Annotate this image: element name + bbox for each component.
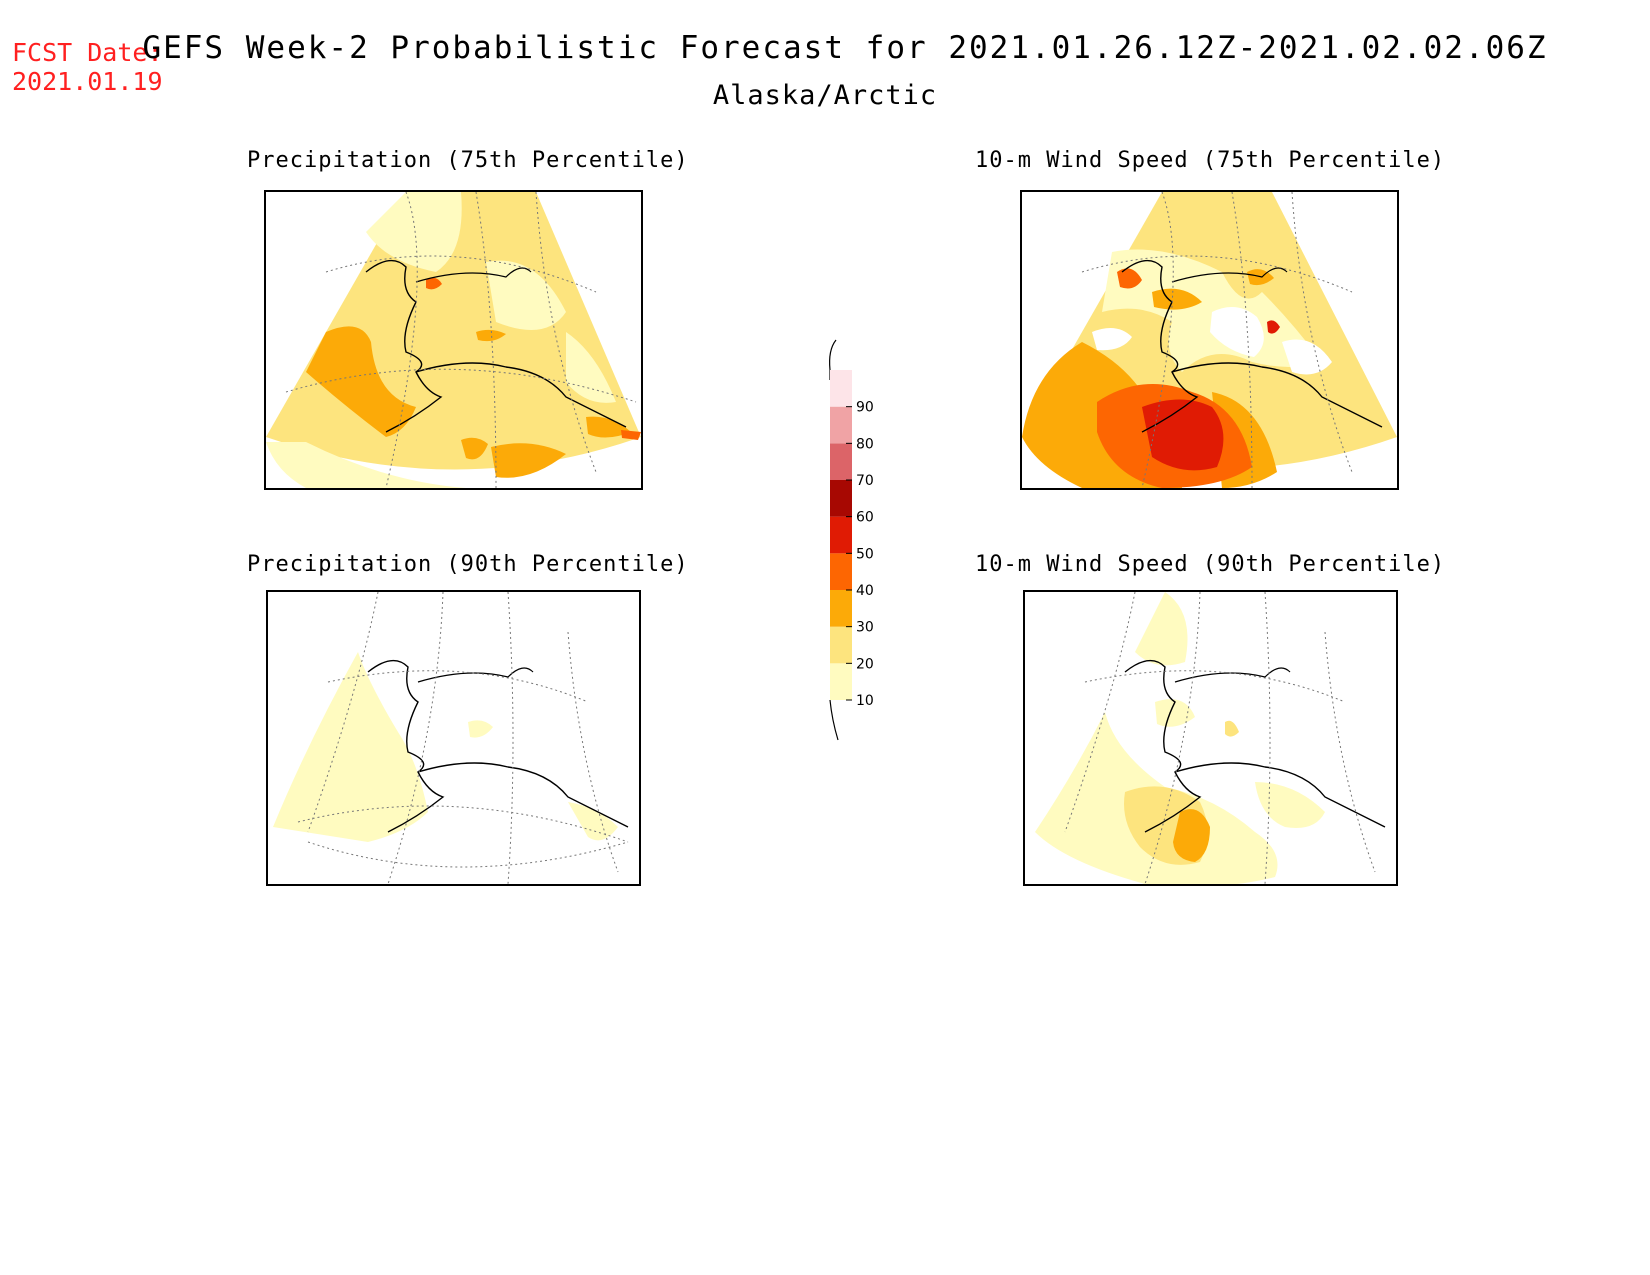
legend-color-box (830, 370, 852, 407)
page-title: GEFS Week-2 Probabilistic Forecast for 2… (0, 30, 1650, 66)
color-legend: 10 20 30 40 50 60 70 80 90 (829, 339, 874, 741)
legend-label: 20 (856, 656, 874, 672)
legend-label: 60 (856, 510, 874, 526)
forecast-date-value: 2021.01.19 (12, 67, 163, 96)
legend-label: 10 (856, 693, 874, 709)
legend-color-box (830, 663, 852, 700)
legend-label: 70 (856, 473, 874, 489)
forecast-date-label: FCST Date: 2021.01.19 (12, 38, 163, 96)
legend-color-box (830, 626, 852, 664)
region-subtitle: Alaska/Arctic (712, 80, 938, 111)
panel-title-wind-75: 10-m Wind Speed (75th Percentile) (975, 148, 1446, 173)
title-text: GEFS Week-2 Probabilistic Forecast for 2… (142, 30, 1548, 66)
legend-label: 80 (856, 436, 874, 452)
legend-label: 50 (856, 546, 874, 562)
legend-label: 90 (856, 400, 874, 416)
map-wind-75 (1020, 190, 1399, 490)
panel-title-precip-75: Precipitation (75th Percentile) (247, 148, 689, 173)
panel-title-wind-90: 10-m Wind Speed (90th Percentile) (975, 552, 1446, 577)
forecast-date-caption: FCST Date: (12, 38, 163, 67)
panel-title-precip-90: Precipitation (90th Percentile) (247, 552, 689, 577)
legend-color-box (830, 553, 852, 590)
legend-color-box (830, 590, 852, 627)
legend-color-box (830, 480, 852, 517)
map-precip-75 (264, 190, 643, 490)
legend-color-box (830, 406, 852, 444)
map-wind-90 (1023, 590, 1398, 886)
legend-label: 30 (856, 620, 874, 636)
legend-color-box (830, 443, 852, 480)
map-precip-90 (266, 590, 641, 886)
legend-label: 40 (856, 583, 874, 599)
legend-color-box (830, 516, 852, 554)
